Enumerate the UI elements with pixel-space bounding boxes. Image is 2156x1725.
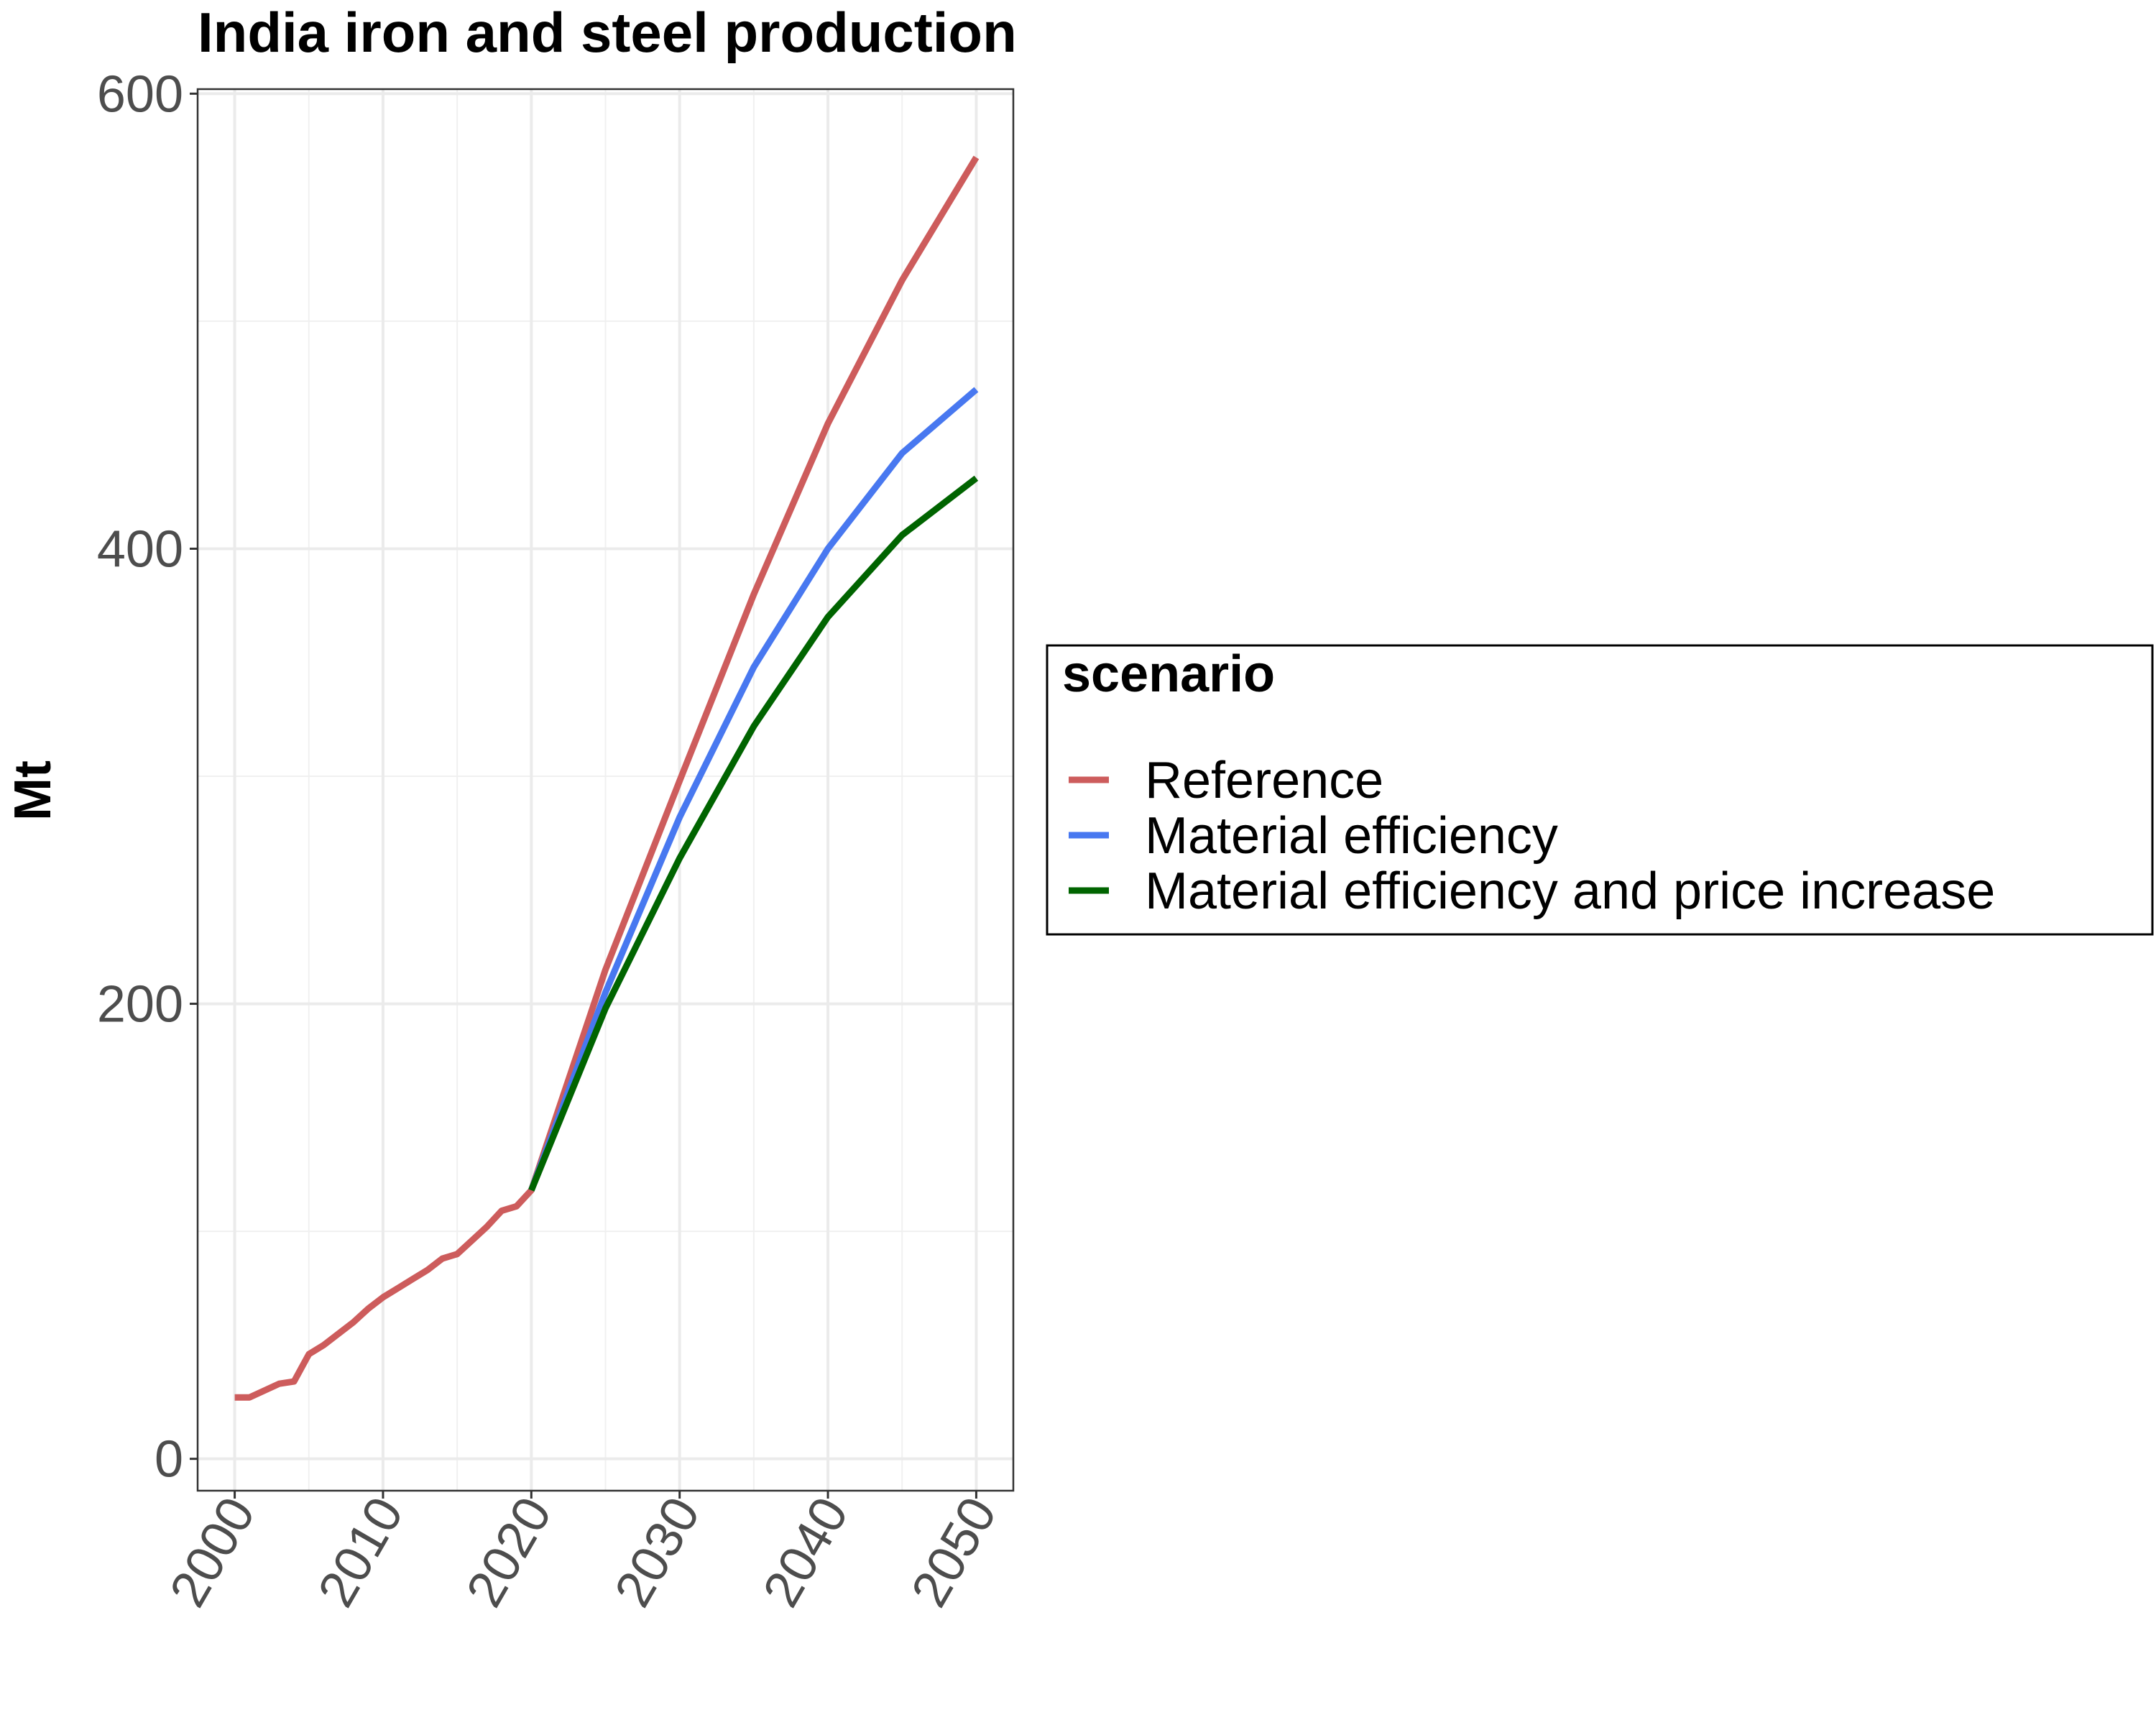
series-lines: [234, 155, 980, 1401]
grid-lines: [198, 89, 1013, 1491]
series-line-2: [528, 475, 979, 1192]
series-line-1: [528, 387, 979, 1192]
series-line-0: [234, 155, 980, 1401]
y-tick-label: 200: [97, 976, 183, 1034]
y-tick-label: 600: [97, 65, 183, 123]
y-tick-label: 400: [97, 520, 183, 578]
plot-panel-border: [196, 88, 1015, 1492]
y-axis-label: Mt: [4, 760, 62, 821]
legend-label-1: Material efficiency: [1145, 807, 1558, 865]
y-tick-label: 0: [155, 1431, 183, 1489]
legend-title: scenario: [1062, 645, 1275, 703]
legend-label-0: Reference: [1145, 752, 1383, 809]
legend-box: [1046, 644, 2154, 936]
legend-label-2: Material efficiency and price increase: [1145, 862, 1995, 920]
chart-title: India iron and steel production: [198, 1, 1017, 64]
